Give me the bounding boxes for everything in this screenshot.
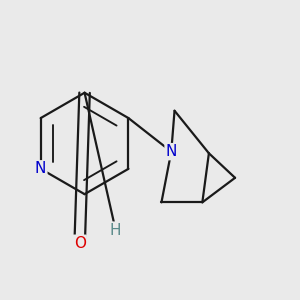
- Text: N: N: [35, 161, 46, 176]
- Text: O: O: [74, 236, 86, 251]
- Text: H: H: [110, 223, 122, 238]
- Text: N: N: [166, 144, 177, 159]
